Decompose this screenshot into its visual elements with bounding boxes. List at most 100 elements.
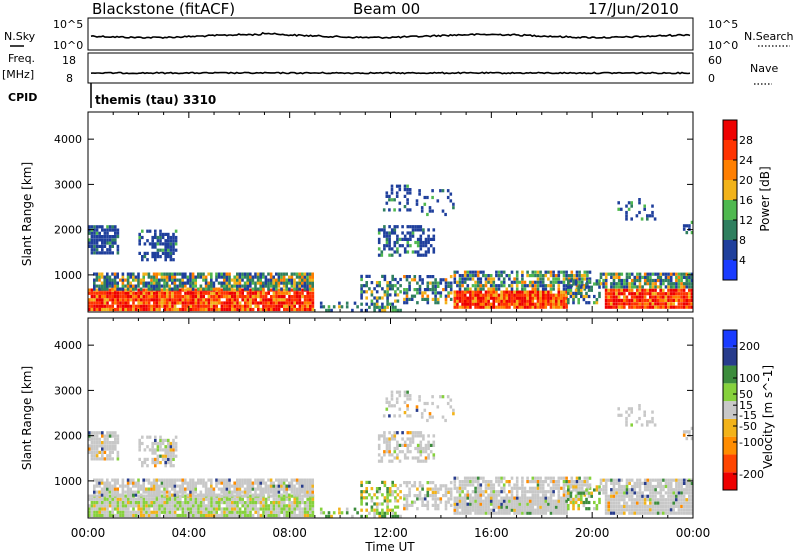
velocity-cell [218, 507, 221, 511]
velocity-cell [471, 490, 475, 494]
velocity-cell [145, 504, 148, 508]
power-cell [88, 241, 91, 245]
velocity-cell [500, 486, 503, 490]
power-cell [410, 294, 414, 298]
power-cell [604, 298, 608, 302]
power-cell [394, 284, 397, 288]
power-cell [124, 295, 127, 299]
velocity-cell [497, 493, 501, 497]
power-cell [492, 287, 496, 291]
velocity-cell [651, 501, 655, 505]
power-cell [656, 295, 660, 299]
power-cell [580, 294, 583, 299]
power-cell [95, 241, 99, 245]
power-cell [502, 290, 506, 294]
velocity-cell [288, 493, 291, 497]
power-cell [469, 293, 472, 297]
velocity-cell [129, 493, 132, 497]
power-cell [398, 244, 402, 248]
velocity-cell [166, 507, 169, 511]
velocity-cell [113, 490, 117, 494]
power-cell [427, 237, 430, 241]
velocity-cell [434, 487, 437, 491]
power-cell [106, 287, 109, 291]
power-cell [295, 284, 299, 288]
velocity-cell [469, 499, 472, 503]
power-cell [502, 280, 506, 284]
power-cell [285, 284, 288, 288]
power-cell [161, 235, 165, 240]
power-cell [393, 228, 397, 232]
power-cell [541, 293, 545, 297]
velocity-cell [167, 457, 170, 461]
velocity-cell [282, 490, 286, 494]
velocity-cell [424, 446, 428, 451]
nsearch-tick-low: 10^0 [708, 39, 738, 52]
power-cell [108, 225, 112, 229]
power-cell [651, 298, 655, 302]
power-cell [207, 287, 210, 291]
power-cell [617, 295, 621, 299]
velocity-cell [487, 486, 490, 490]
power-cell [677, 282, 681, 286]
power-cell [356, 305, 359, 309]
velocity-cell [121, 493, 125, 497]
power-cell [111, 298, 114, 302]
power-cell [301, 304, 304, 308]
power-cell [383, 290, 387, 294]
velocity-cell [129, 504, 133, 508]
power-cell [145, 284, 148, 288]
velocity-cell [155, 484, 158, 488]
power-cell [163, 295, 166, 299]
velocity-cell [311, 487, 314, 491]
power-cell [90, 304, 94, 308]
power-cell [416, 288, 419, 292]
power-cell [228, 295, 231, 299]
velocity-cell [572, 504, 575, 508]
velocity-cell [249, 494, 252, 498]
velocity-cell [580, 486, 584, 490]
velocity-cell [654, 494, 657, 498]
velocity-cell [158, 493, 161, 497]
power-cell [111, 281, 114, 285]
velocity-cell [202, 481, 205, 485]
power-cell [685, 224, 689, 228]
power-cell [262, 272, 265, 276]
power-cell [649, 288, 652, 292]
power-cell [487, 305, 490, 309]
power-cell [285, 304, 289, 308]
power-cell [586, 280, 589, 284]
velocity-cell [649, 478, 652, 482]
velocity-cell [641, 501, 644, 505]
velocity-cell [427, 443, 430, 447]
velocity-cell [497, 490, 501, 494]
power-cell [254, 301, 257, 305]
velocity-cell [446, 401, 450, 406]
velocity-cell [194, 497, 198, 501]
power-cell [244, 301, 247, 305]
power-cell [129, 295, 133, 299]
velocity-cell [625, 494, 629, 498]
power-cell [408, 275, 411, 279]
power-cell [140, 291, 143, 295]
power-cell [552, 299, 555, 303]
power-cell [526, 305, 529, 309]
power-cell [539, 293, 542, 297]
power-cell [365, 274, 368, 278]
velocity-cell [220, 510, 224, 514]
velocity-cell [461, 508, 464, 512]
velocity-cell [403, 443, 407, 447]
power-cell [446, 189, 450, 193]
velocity-cell [290, 481, 294, 485]
power-cell [134, 278, 138, 282]
power-cell [140, 295, 143, 299]
velocity-cell [411, 437, 415, 441]
velocity-cell [246, 510, 250, 514]
velocity-cell [565, 511, 568, 515]
power-cell [565, 290, 568, 294]
velocity-cell [654, 508, 657, 512]
power-cell [534, 287, 537, 291]
velocity-cell [607, 478, 611, 482]
velocity-cell [154, 448, 157, 452]
velocity-cell [667, 491, 670, 495]
